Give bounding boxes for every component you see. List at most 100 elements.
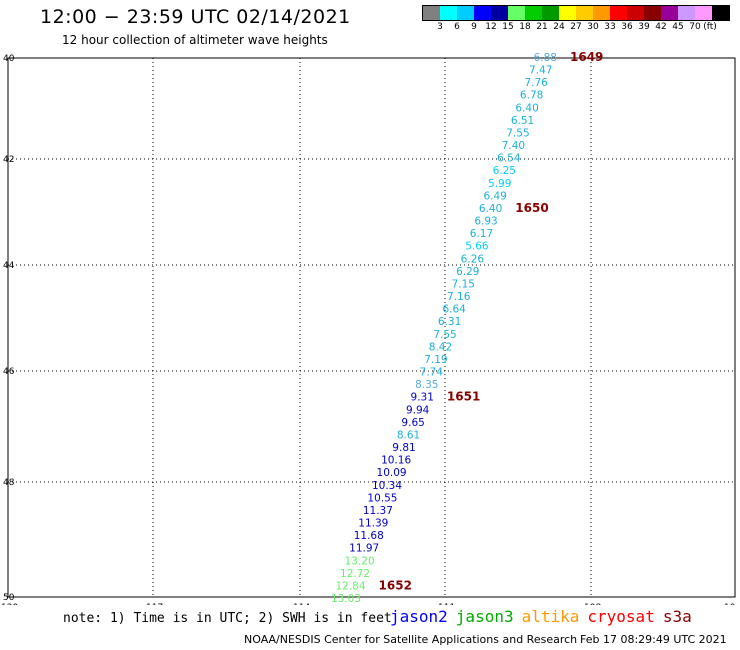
latitude-label: 44 [3, 261, 15, 271]
colorbar-ticks: 3 6 9 12 15 18 21 24 27 30 33 36 39 42 45 70 (ft) [422, 22, 740, 34]
colorbar-swatch [695, 6, 712, 20]
colorbar-tick-label: 3 [437, 22, 443, 32]
longitude-label: -108 [581, 603, 602, 605]
colorbar-tick-label: 45 [672, 22, 684, 32]
colorbar-swatch [610, 6, 627, 20]
colorbar-tick-label: 36 [621, 22, 633, 32]
wave-height-label: 7.19 [424, 354, 447, 366]
wave-height-label: 13.20 [345, 555, 375, 567]
colorbar-tick-label: 15 [502, 22, 514, 32]
longitude-label: -120 [0, 603, 18, 605]
colorbar-tick-label: 42 [655, 22, 667, 32]
colorbar-swatch [661, 6, 678, 20]
colorbar-swatch [491, 6, 508, 20]
wave-height-label: 9.94 [406, 404, 430, 416]
wave-height-label: 6.49 [483, 190, 506, 202]
wave-height-label: 7.76 [524, 77, 548, 89]
map-axes: 40 42 44 46 48 50-120 -117 -114 -111 -108 -10 [0, 54, 736, 605]
wave-height-label: 6.31 [438, 316, 461, 328]
longitude-label: -10 [721, 603, 736, 605]
map-grid [7, 57, 736, 598]
wave-height-label: 10.09 [377, 467, 407, 479]
wave-height-label: 12.72 [340, 568, 370, 580]
wave-height-label: 7.74 [420, 367, 444, 379]
colorbar-swatch [559, 6, 576, 20]
longitude-label: -114 [290, 603, 311, 605]
colorbar-tick-label: 24 [553, 22, 565, 32]
satellite-legend: jason2 jason3 altika cryosat s3a [390, 607, 700, 626]
wave-height-label: 6.26 [461, 253, 485, 265]
colorbar-tick-label: 30 [587, 22, 599, 32]
wave-height-label: 6.88 [534, 52, 557, 64]
wave-height-label: 8.42 [429, 341, 452, 353]
latitude-label: 40 [3, 54, 15, 64]
wave-height-label: 7.55 [433, 329, 456, 341]
altimeter-map: 6.887.477.766.786.406.517.557.406.546.25… [0, 50, 736, 605]
wave-height-label: 8.35 [415, 379, 438, 391]
wave-height-label: 10.55 [367, 492, 397, 504]
wave-height-label: 7.47 [529, 65, 552, 77]
satellite-legend-item: jason3 [455, 607, 514, 626]
colorbar-swatch [423, 6, 440, 20]
colorbar-swatch [644, 6, 661, 20]
colorbar-swatch [627, 6, 644, 20]
satellite-legend-item: jason2 [390, 607, 448, 626]
colorbar-swatch [593, 6, 610, 20]
latitude-label: 46 [3, 367, 15, 377]
footnote: note: 1) Time is in UTC; 2) SWH is in fe… [63, 611, 392, 626]
latitude-label: 50 [3, 593, 15, 603]
colorbar-swatch [678, 6, 695, 20]
credit-line: NOAA/NESDIS Center for Satellite Applica… [244, 633, 578, 646]
wave-height-label: 9.81 [392, 442, 415, 454]
colorbar-tick-label: 39 [638, 22, 650, 32]
satellite-legend-item: altika [521, 607, 580, 626]
wave-height-label: 6.54 [497, 153, 521, 165]
wave-height-label: 6.25 [493, 165, 516, 177]
wave-height-label: 11.97 [349, 543, 379, 555]
wave-height-label: 12.84 [335, 580, 365, 592]
colorbar-tick-label: 12 [485, 22, 497, 32]
colorbar-swatch [440, 6, 457, 20]
wave-height-label: 6.64 [442, 304, 466, 316]
time-marker-label: 1651 [447, 390, 480, 404]
wave-height-label: 6.40 [479, 203, 502, 215]
colorbar-unit-label: (ft) [703, 22, 717, 32]
wave-height-label: 7.40 [502, 140, 525, 152]
wave-height-label: 5.66 [465, 241, 489, 253]
colorbar-tick-label: 9 [471, 22, 477, 32]
latitude-label: 42 [3, 155, 14, 165]
wave-height-label: 6.78 [520, 90, 543, 102]
colorbar-swatch [508, 6, 525, 20]
wave-height-label: 7.55 [506, 127, 529, 139]
longitude-label: -117 [143, 603, 163, 605]
wave-height-label: 7.16 [447, 291, 471, 303]
map-title: 12:00 − 23:59 UTC 02/14/2021 [40, 6, 351, 28]
wave-height-label: 10.34 [372, 480, 402, 492]
map-frame [7, 57, 736, 598]
wave-height-label: 13.03 [331, 593, 361, 605]
altimeter-track: 6.887.477.766.786.406.517.557.406.546.25… [331, 50, 603, 605]
satellite-legend-item: s3a [662, 607, 692, 626]
colorbar-swatch [525, 6, 542, 20]
colorbar-tick-label: 33 [604, 22, 616, 32]
wave-height-label: 6.40 [515, 102, 538, 114]
generated-timestamp: Feb 17 08:29:49 UTC 2021 [580, 633, 727, 646]
colorbar-tick-label: 6 [454, 22, 460, 32]
latitude-label: 48 [3, 478, 15, 488]
wave-height-label: 11.68 [354, 530, 384, 542]
wave-height-label: 9.65 [401, 417, 424, 429]
wave-height-label: 6.93 [474, 216, 497, 228]
wave-height-label: 11.39 [358, 518, 388, 530]
wave-height-label: 6.29 [456, 266, 479, 278]
wave-height-label: 6.51 [511, 115, 534, 127]
wave-height-label: 8.61 [397, 429, 420, 441]
satellite-legend-item: cryosat [587, 607, 655, 626]
colorbar-swatch [474, 6, 491, 20]
colorbar-tick-label: 18 [519, 22, 531, 32]
wave-height-label: 11.37 [363, 505, 393, 517]
wave-height-label: 9.31 [411, 392, 434, 404]
wave-height-colorbar [422, 5, 730, 21]
colorbar-swatch [542, 6, 559, 20]
colorbar-swatch [712, 6, 729, 20]
time-marker-label: 1652 [379, 578, 412, 592]
